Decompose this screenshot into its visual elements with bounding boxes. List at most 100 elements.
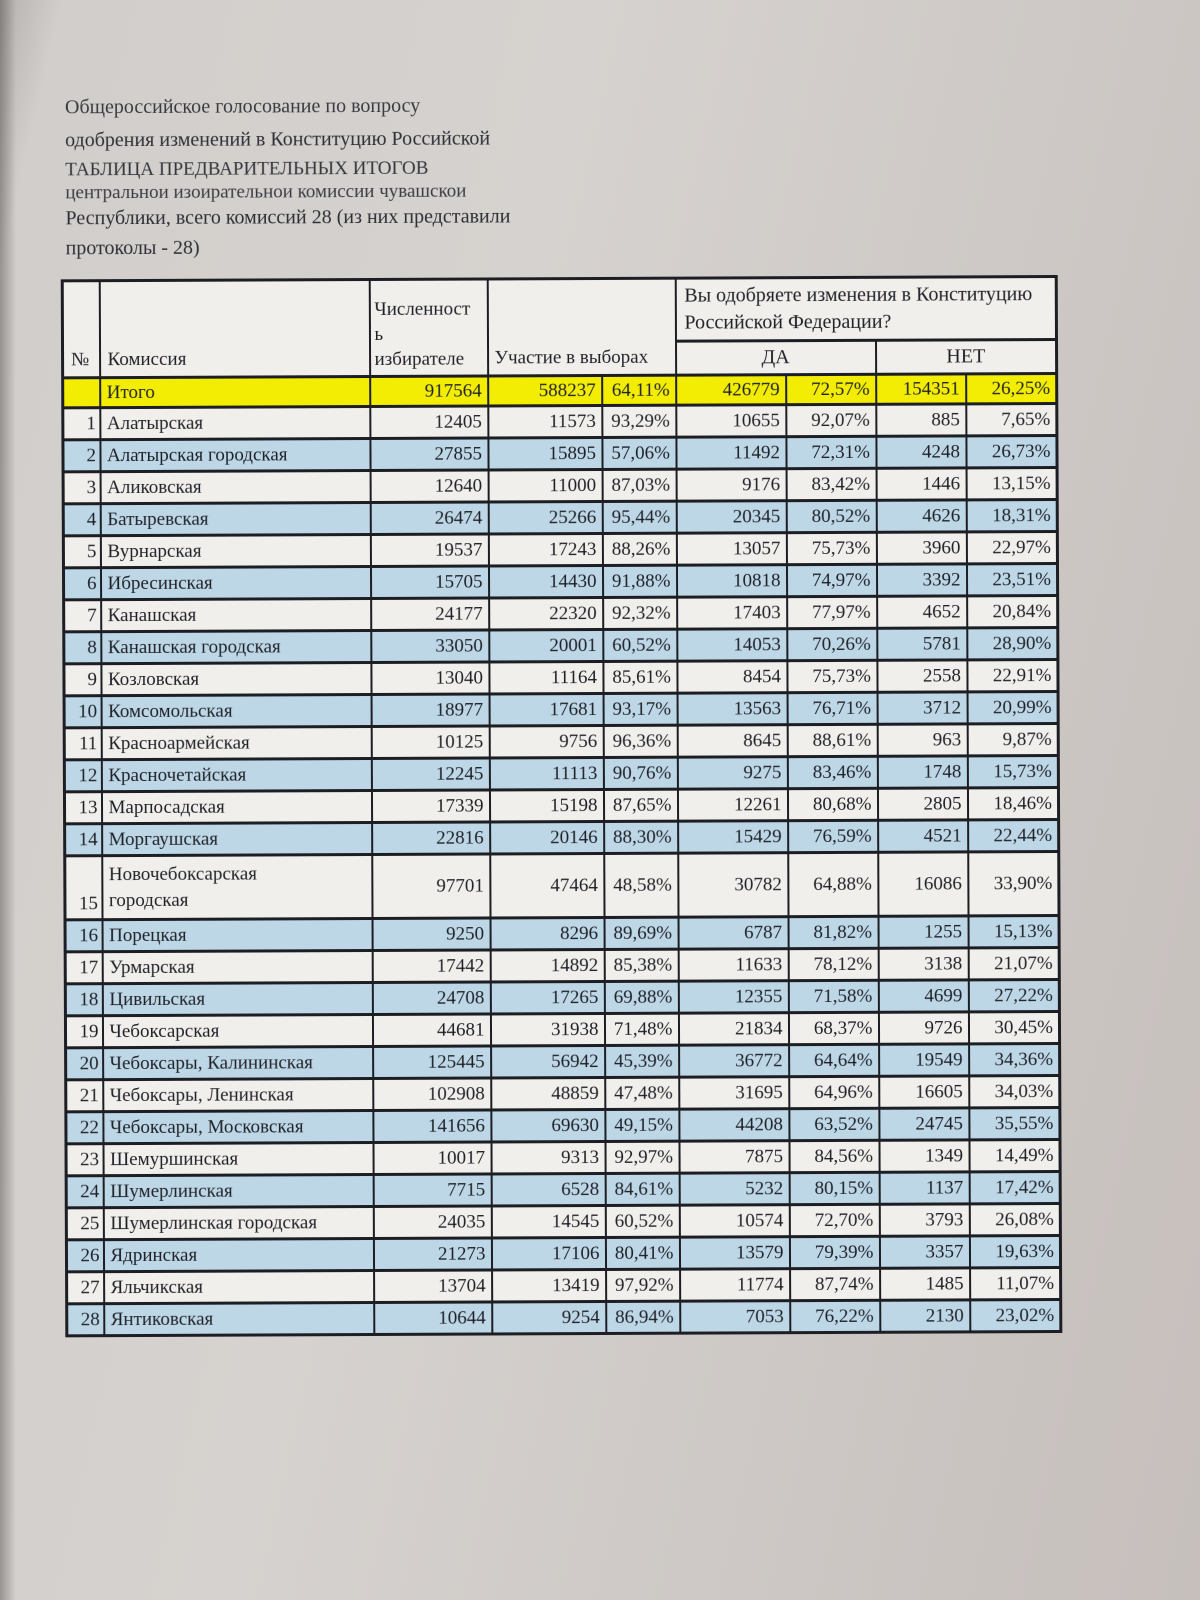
cell-text: 8454: [742, 665, 782, 687]
cell-no-pct: 26,08%: [969, 1203, 1061, 1236]
cell-no-pct: 28,90%: [966, 627, 1058, 660]
cell-text: 35,55%: [994, 1112, 1054, 1134]
cell-yes: 8454: [676, 660, 788, 694]
cell-voters: 24708: [372, 981, 491, 1015]
cell-text: 7053: [745, 1305, 784, 1327]
cell-text: 5232: [745, 1177, 784, 1199]
table-row: 14 Моргаушская 22816 20146 88,30% 15429 …: [64, 819, 1059, 856]
cell-text: 36772: [735, 1049, 783, 1071]
cell-no-pct: 20,99%: [967, 691, 1059, 724]
cell-text: 9756: [559, 730, 598, 752]
cell-no: 1446: [876, 467, 967, 501]
cell-text: 15429: [734, 825, 782, 847]
cell-no-pct: 34,03%: [968, 1075, 1060, 1108]
cell-text: 1: [86, 412, 96, 434]
cell-text: 11113: [551, 762, 598, 784]
cell-turnout-pct: 92,97%: [604, 1141, 680, 1174]
table-row: 15 Новочебоксарская городская 97701 4746…: [64, 851, 1060, 920]
cell-text: 64,64%: [814, 1049, 873, 1071]
cell-text: 8: [87, 636, 97, 658]
cell-num: 22: [65, 1111, 103, 1144]
cell-num: 8: [63, 631, 101, 664]
cell-text: 12261: [733, 793, 782, 815]
cell-text: 44681: [436, 1019, 485, 1041]
cell-yes-pct: 81,82%: [788, 916, 879, 949]
cell-text: 33,90%: [993, 872, 1053, 894]
cell-text: 88,61%: [812, 729, 872, 751]
cell-no: 154351: [875, 373, 966, 405]
cell-text: 84,61%: [614, 1178, 674, 1200]
cell-yes-pct: 63,52%: [788, 1108, 879, 1141]
cell-text: 3357: [925, 1240, 964, 1263]
cell-text: 9726: [924, 1016, 963, 1039]
cell-turnout-pct: 92,32%: [602, 597, 677, 630]
cell-voters: 12245: [371, 757, 490, 791]
table-row: 25 Шумерлинская городская 24035 14545 60…: [66, 1203, 1061, 1240]
cell-voters: 15705: [370, 565, 489, 599]
cell-turnout: 15895: [487, 437, 603, 470]
cell-text: Урмарская: [109, 956, 195, 978]
cell-yes: 7875: [678, 1140, 790, 1174]
cell-text: 91,88%: [611, 570, 671, 592]
cell-text: Шемуршинская: [110, 1148, 239, 1170]
cell-no-pct: 15,73%: [967, 755, 1059, 788]
cell-yes: 7053: [679, 1300, 790, 1334]
header-question: Вы одобряете изменения в Конституцию Рос…: [675, 276, 1057, 342]
header-no: НЕТ: [875, 339, 1057, 375]
cell-voters: 13704: [373, 1269, 492, 1303]
cell-commission: Марпосадская: [101, 790, 372, 824]
cell-commission: Алатырская городская: [99, 438, 371, 472]
cell-no-pct: 9,87%: [967, 723, 1059, 756]
table-row: 10 Комсомольская 18977 17681 93,17% 1356…: [64, 691, 1059, 728]
cell-text: 85,38%: [613, 954, 673, 976]
cell-yes: 8645: [677, 724, 788, 758]
cell-num: 6: [63, 567, 101, 600]
cell-no: 3960: [876, 531, 967, 565]
cell-voters: 9250: [372, 917, 491, 951]
cell-text: Красноармейская: [108, 732, 250, 754]
cell-text: 93,29%: [611, 410, 670, 432]
cell-yes: 9176: [676, 468, 787, 502]
cell-voters: 24177: [370, 597, 489, 631]
cell-voters: 21273: [373, 1237, 492, 1271]
cell-text: 17243: [548, 538, 597, 560]
cell-text: 72,70%: [814, 1209, 874, 1231]
cell-text: 13704: [438, 1275, 486, 1297]
cell-text: 44208: [735, 1113, 783, 1135]
cell-yes: 6787: [678, 916, 789, 950]
cell-text: 963: [932, 728, 962, 751]
cell-text: Яльчикская: [110, 1276, 204, 1298]
cell-no-pct: 20,84%: [966, 595, 1058, 628]
cell-no: 2805: [877, 787, 968, 821]
cell-turnout: 9756: [489, 725, 604, 758]
table-row: 20 Чебоксары, Калининская 125445 56942 4…: [65, 1043, 1060, 1080]
cell-text: 10644: [438, 1307, 486, 1329]
cell-text: 14430: [548, 570, 597, 592]
cell-yes-pct: 74,97%: [786, 564, 877, 597]
cell-text: 3960: [922, 536, 961, 559]
cell-text: 9250: [446, 923, 485, 945]
cell-text: 71,48%: [613, 1018, 673, 1040]
cell-turnout-pct: 60,52%: [602, 629, 677, 662]
cell-text: 75,73%: [812, 665, 872, 687]
cell-commission: Ядринская: [103, 1238, 374, 1272]
cell-text: 1349: [925, 1144, 964, 1167]
cell-text: 7: [87, 604, 97, 626]
cell-text: 83,46%: [812, 761, 872, 783]
cell-text: 2558: [922, 664, 962, 687]
cell-yes: 10655: [675, 404, 786, 438]
title-line: центральнои изоирательнои комиссии чуваш…: [65, 180, 467, 204]
cell-yes: 13579: [679, 1236, 790, 1270]
cell-text: 20146: [550, 826, 598, 848]
cell-num: 11: [64, 727, 102, 760]
cell-commission: Ибресинская: [100, 566, 371, 600]
cell-text: 26474: [434, 507, 483, 529]
cell-num: 27: [66, 1271, 104, 1304]
cell-text: 102908: [427, 1083, 485, 1105]
cell-no-pct: 27,22%: [968, 979, 1060, 1012]
cell-turnout-pct: 95,44%: [602, 501, 677, 534]
cell-yes-pct: 64,96%: [788, 1076, 879, 1109]
cell-text: 9313: [561, 1146, 600, 1168]
cell-text: 19549: [915, 1048, 963, 1071]
